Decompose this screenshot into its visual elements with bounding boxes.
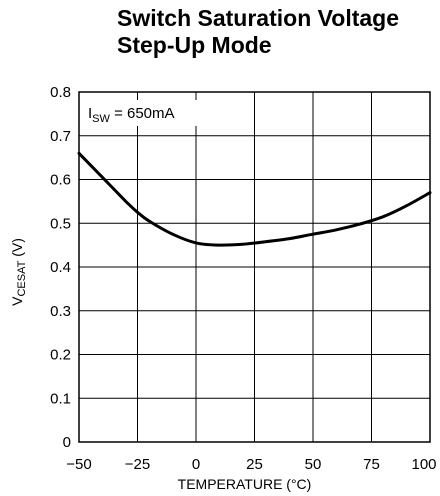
y-axis-label-sub: CESAT	[16, 260, 28, 296]
x-tick-label-3: 25	[246, 456, 263, 473]
y-tick-label-7: 0.7	[50, 128, 71, 145]
chart-title-line2: Step-Up Mode	[117, 32, 272, 58]
y-tick-label-3: 0.3	[50, 303, 71, 320]
grid	[78, 91, 431, 443]
y-tick-label-8: 0.8	[50, 84, 71, 101]
y-axis-label: VCESAT (V)	[9, 238, 28, 306]
y-tick-label-6: 0.6	[50, 172, 71, 189]
y-tick-label-4: 0.4	[50, 259, 71, 276]
y-tick-labels: 0 0.1 0.2 0.3 0.4 0.5 0.6 0.7 0.8	[50, 84, 71, 451]
annotation-sub: SW	[92, 113, 110, 125]
x-tick-label-5: 75	[363, 456, 380, 473]
x-tick-label-2: 0	[192, 456, 200, 473]
x-axis-label: TEMPERATURE (°C)	[178, 476, 312, 492]
y-tick-label-0: 0	[63, 434, 71, 451]
x-tick-label-1: −25	[125, 456, 150, 473]
chart-title-line1: Switch Saturation Voltage	[117, 5, 399, 31]
annotation-main: I	[88, 105, 92, 122]
plot-border	[78, 91, 431, 443]
annotation-rest: = 650mA	[110, 105, 175, 122]
x-tick-label-4: 50	[305, 456, 322, 473]
series-line-vcesat	[77, 151, 432, 247]
y-axis-label-unit: (V)	[9, 238, 25, 261]
y-tick-label-1: 0.1	[50, 390, 71, 407]
x-tick-label-6: 100	[411, 456, 436, 473]
x-tick-label-0: −50	[66, 456, 91, 473]
y-axis-label-main: V	[9, 296, 25, 306]
y-tick-label-5: 0.5	[50, 215, 71, 232]
x-tick-labels: −50 −25 0 25 50 75 100	[66, 456, 436, 473]
chart-title: Switch Saturation Voltage Step-Up Mode	[117, 5, 399, 59]
annotation-label: ISW = 650mA	[88, 105, 175, 125]
y-tick-label-2: 0.2	[50, 347, 71, 364]
annotation: ISW = 650mA	[81, 100, 199, 126]
annotation-background	[81, 100, 199, 126]
